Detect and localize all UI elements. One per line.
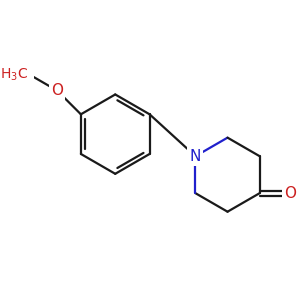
Text: H$_3$C: H$_3$C — [0, 67, 28, 83]
Text: N: N — [190, 149, 201, 164]
Text: O: O — [51, 83, 63, 98]
Text: O: O — [284, 186, 296, 201]
